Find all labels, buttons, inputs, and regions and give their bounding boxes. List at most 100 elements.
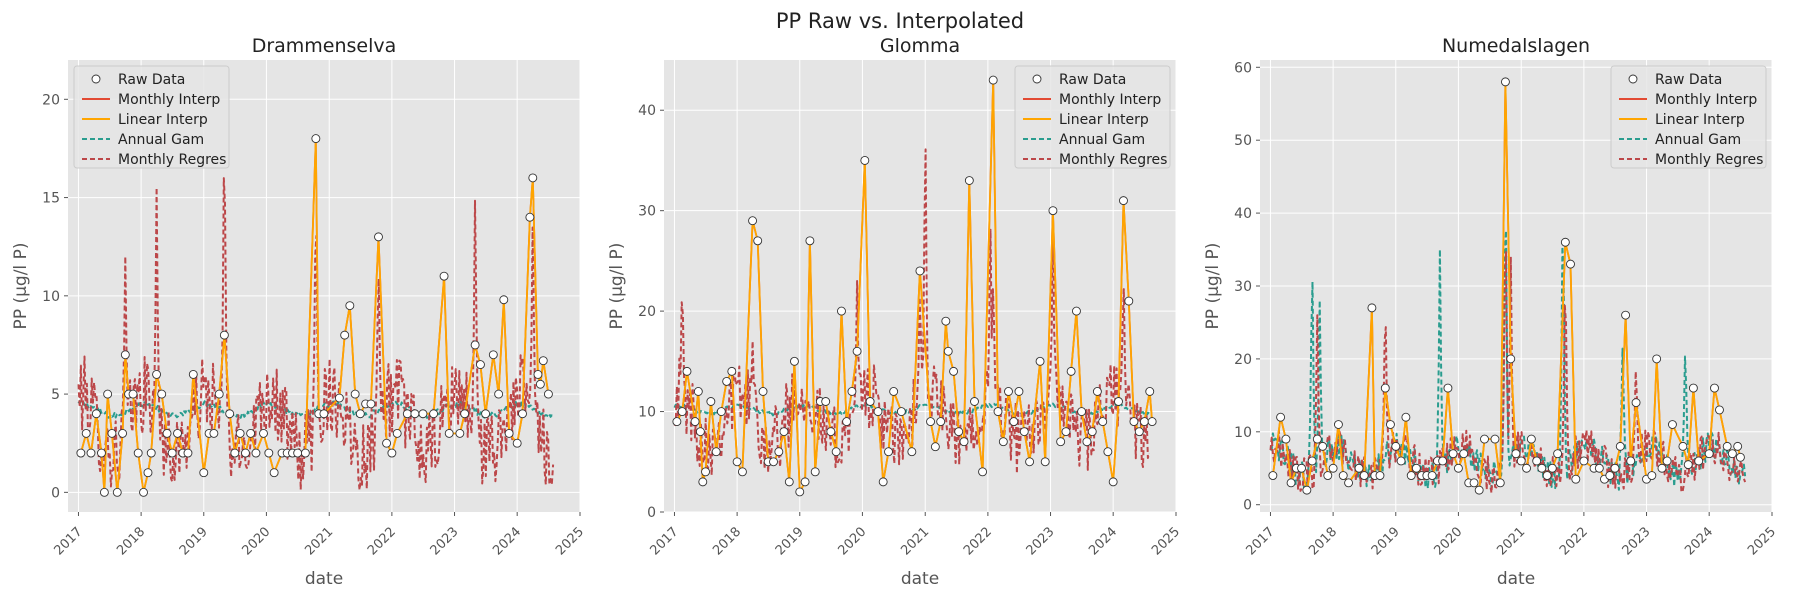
x-tick-label: 2020 — [835, 524, 869, 558]
raw-data-point — [1367, 303, 1377, 313]
raw-data-point — [241, 448, 250, 458]
raw-data-point — [107, 428, 117, 438]
x-tick-label: 2019 — [773, 524, 807, 558]
raw-data-point — [1427, 471, 1437, 480]
raw-data-point — [693, 387, 703, 396]
raw-data-point — [470, 340, 480, 350]
legend-box — [73, 65, 230, 169]
raw-data-point — [1443, 383, 1453, 393]
raw-data-point — [682, 366, 692, 376]
legend-label: Annual Gam — [118, 132, 204, 148]
raw-data-point — [1448, 449, 1458, 459]
raw-data-point — [821, 397, 831, 406]
raw-data-point — [1129, 417, 1139, 427]
raw-data-point — [1014, 387, 1024, 396]
raw-data-point — [1647, 471, 1657, 480]
x-tick-label: 2023 — [1620, 524, 1654, 558]
raw-data-point — [954, 427, 964, 437]
raw-data-point — [1124, 296, 1134, 306]
raw-data-point — [1704, 449, 1714, 459]
y-tick-label: 5 — [51, 387, 60, 403]
x-tick-label: 2021 — [1494, 524, 1528, 558]
raw-data-point — [1605, 471, 1615, 480]
raw-data-point — [1145, 387, 1155, 396]
raw-data-point — [1733, 441, 1743, 451]
x-tick-label: 2019 — [177, 524, 211, 558]
legend-label: Raw Data — [1059, 72, 1126, 88]
raw-data-point — [1657, 463, 1667, 473]
raw-data-point — [97, 448, 106, 458]
raw-data-point — [1268, 471, 1278, 480]
raw-data-point — [805, 236, 815, 246]
y-tick-label: 10 — [638, 405, 656, 421]
raw-data-point — [847, 387, 857, 396]
legend: Raw Data Monthly Interp Linear Interp Annua… — [73, 65, 230, 169]
x-tick-label: 2023 — [428, 524, 462, 558]
raw-data-point — [382, 438, 392, 448]
x-tick-label: 2019 — [1369, 524, 1403, 558]
raw-data-point — [103, 389, 113, 399]
raw-data-point — [293, 448, 303, 458]
raw-data-point — [1526, 434, 1536, 444]
y-tick-label: 15 — [42, 191, 60, 207]
raw-data-point — [1735, 452, 1745, 462]
legend-label: Monthly Interp — [1059, 92, 1161, 108]
raw-data-point — [1469, 478, 1479, 488]
raw-data-point — [1532, 456, 1542, 466]
raw-data-point — [1506, 354, 1516, 364]
raw-data-point — [504, 428, 514, 438]
raw-data-point — [1082, 437, 1092, 447]
raw-data-point — [162, 428, 172, 438]
raw-data-point — [826, 427, 836, 437]
raw-data-point — [716, 407, 726, 417]
raw-data-point — [1615, 441, 1625, 451]
raw-data-point — [91, 409, 101, 419]
raw-data-point — [188, 369, 198, 379]
series-line-linear-interp — [676, 79, 1153, 493]
y-tick-label: 50 — [1234, 133, 1252, 149]
raw-data-point — [1077, 407, 1087, 417]
raw-data-point — [494, 389, 504, 399]
raw-data-point — [334, 393, 344, 403]
raw-data-point — [727, 366, 737, 376]
legend-label: Monthly Regres — [1655, 152, 1763, 168]
raw-data-point — [183, 448, 193, 458]
raw-data-point — [199, 468, 209, 478]
raw-data-point — [1048, 206, 1058, 216]
chart-title: Glomma — [880, 35, 960, 57]
raw-data-point — [525, 212, 535, 222]
raw-data-point — [1495, 478, 1505, 488]
raw-data-point — [1438, 456, 1448, 466]
x-axis-label: date — [901, 569, 939, 589]
y-axis-label: PP (µg/l P) — [607, 243, 627, 330]
raw-data-point — [795, 487, 805, 497]
raw-data-point — [831, 447, 841, 457]
raw-data-point — [311, 134, 321, 144]
raw-data-point — [418, 409, 428, 419]
raw-data-point — [1004, 387, 1013, 396]
raw-data-point — [970, 397, 979, 406]
legend-label: Linear Interp — [1059, 112, 1149, 128]
raw-data-point — [701, 467, 710, 477]
legend-label: Monthly Regres — [1059, 152, 1167, 168]
raw-data-point — [1406, 471, 1416, 480]
y-tick-label: 10 — [42, 289, 60, 305]
raw-data-point — [1474, 485, 1484, 495]
raw-data-point — [998, 437, 1008, 447]
raw-data-point — [1009, 417, 1019, 427]
y-tick-label: 20 — [638, 304, 656, 320]
raw-data-point — [784, 477, 794, 487]
raw-data-point — [889, 387, 899, 396]
legend-label: Monthly Interp — [1655, 92, 1757, 108]
raw-data-point — [1333, 420, 1343, 429]
x-axis-label: date — [1497, 569, 1535, 589]
raw-data-point — [455, 428, 465, 438]
raw-data-point — [930, 442, 940, 452]
legend-label: Monthly Interp — [118, 92, 220, 108]
raw-data-point — [1459, 449, 1469, 459]
x-tick-label: 2020 — [239, 524, 273, 558]
raw-data-point — [789, 356, 799, 366]
raw-data-point — [988, 75, 998, 85]
raw-data-point — [444, 428, 454, 438]
